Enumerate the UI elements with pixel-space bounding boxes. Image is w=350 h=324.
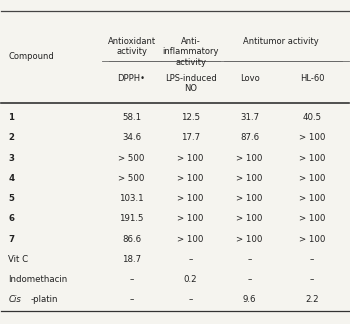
Text: > 100: > 100 <box>299 154 326 163</box>
Text: -platin: -platin <box>30 295 58 304</box>
Text: > 100: > 100 <box>299 235 326 244</box>
Text: 4: 4 <box>8 174 14 183</box>
Text: –: – <box>188 255 193 264</box>
Text: > 100: > 100 <box>237 154 263 163</box>
Text: 0.2: 0.2 <box>184 275 197 284</box>
Text: LPS-induced
NO: LPS-induced NO <box>165 74 217 93</box>
Text: Antitumor activity: Antitumor activity <box>243 37 319 46</box>
Text: –: – <box>310 275 314 284</box>
Text: 191.5: 191.5 <box>119 214 144 223</box>
Text: 9.6: 9.6 <box>243 295 257 304</box>
Text: Lovo: Lovo <box>240 74 260 83</box>
Text: 87.6: 87.6 <box>240 133 259 143</box>
Text: Cis: Cis <box>8 295 21 304</box>
Text: > 100: > 100 <box>237 235 263 244</box>
Text: 18.7: 18.7 <box>122 255 141 264</box>
Text: 6: 6 <box>8 214 14 223</box>
Text: 3: 3 <box>8 154 14 163</box>
Text: 86.6: 86.6 <box>122 235 141 244</box>
Text: –: – <box>130 275 134 284</box>
Text: 31.7: 31.7 <box>240 113 259 122</box>
Text: 40.5: 40.5 <box>303 113 322 122</box>
Text: –: – <box>247 255 252 264</box>
Text: > 100: > 100 <box>177 214 204 223</box>
Text: > 100: > 100 <box>299 174 326 183</box>
Text: 5: 5 <box>8 194 14 203</box>
Text: HL-60: HL-60 <box>300 74 324 83</box>
Text: Antioxidant
activity: Antioxidant activity <box>107 37 156 56</box>
Text: > 100: > 100 <box>177 174 204 183</box>
Text: 12.5: 12.5 <box>181 113 200 122</box>
Text: > 500: > 500 <box>118 154 145 163</box>
Text: 58.1: 58.1 <box>122 113 141 122</box>
Text: > 100: > 100 <box>237 194 263 203</box>
Text: 2: 2 <box>8 133 14 143</box>
Text: –: – <box>310 255 314 264</box>
Text: Vit C: Vit C <box>8 255 28 264</box>
Text: –: – <box>188 295 193 304</box>
Text: Compound: Compound <box>8 52 54 61</box>
Text: > 500: > 500 <box>118 174 145 183</box>
Text: –: – <box>130 295 134 304</box>
Text: > 100: > 100 <box>299 214 326 223</box>
Text: > 100: > 100 <box>299 133 326 143</box>
Text: > 100: > 100 <box>177 194 204 203</box>
Text: Anti-
inflammatory
activity: Anti- inflammatory activity <box>162 37 219 66</box>
Text: DPPH•: DPPH• <box>118 74 146 83</box>
Text: > 100: > 100 <box>299 194 326 203</box>
Text: > 100: > 100 <box>177 154 204 163</box>
Text: 34.6: 34.6 <box>122 133 141 143</box>
Text: 7: 7 <box>8 235 14 244</box>
Text: > 100: > 100 <box>237 214 263 223</box>
Text: 103.1: 103.1 <box>119 194 144 203</box>
Text: > 100: > 100 <box>237 174 263 183</box>
Text: 2.2: 2.2 <box>305 295 319 304</box>
Text: Indomethacin: Indomethacin <box>8 275 68 284</box>
Text: > 100: > 100 <box>177 235 204 244</box>
Text: 17.7: 17.7 <box>181 133 200 143</box>
Text: –: – <box>247 275 252 284</box>
Text: 1: 1 <box>8 113 14 122</box>
